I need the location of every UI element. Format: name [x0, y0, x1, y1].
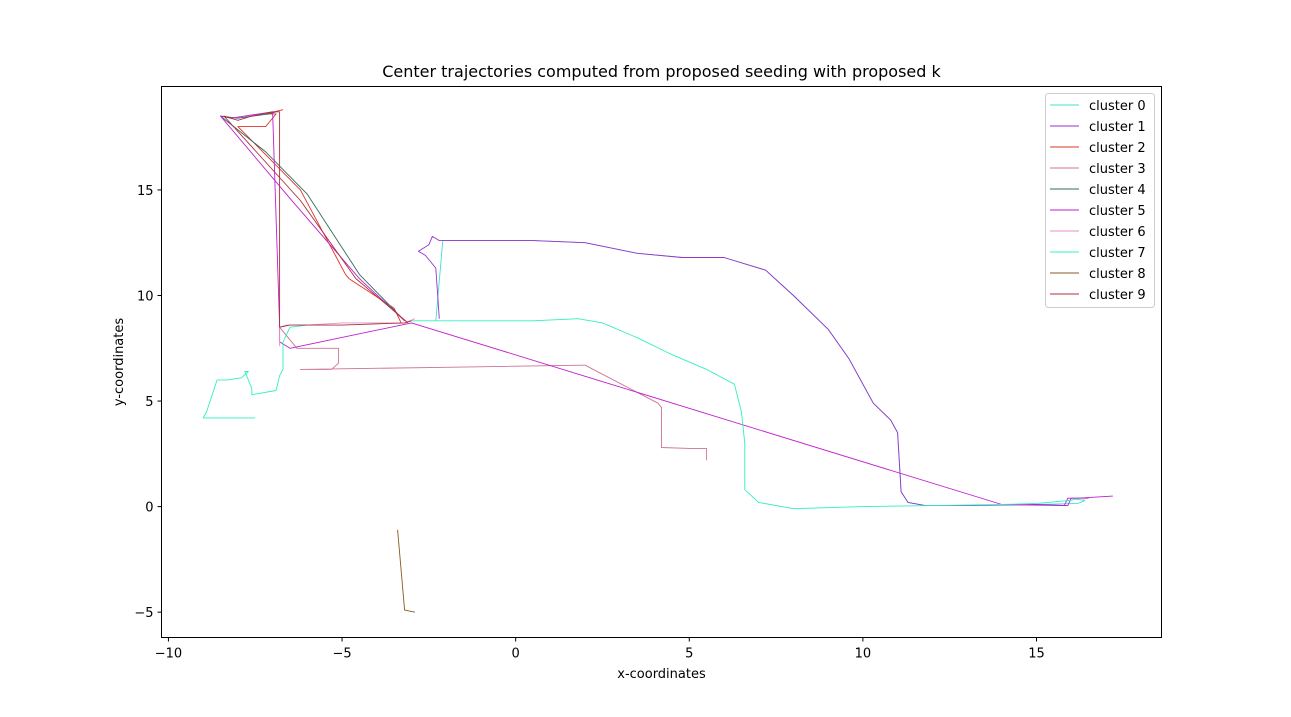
x-tick-label: −5 [332, 647, 351, 662]
plot-frame [161, 86, 1162, 638]
x-tick-label: 15 [1028, 647, 1045, 662]
series-line-0 [435, 240, 1086, 507]
chart-title: Center trajectories computed from propos… [382, 62, 941, 81]
x-tick-label: 0 [512, 647, 520, 662]
legend-label: cluster 8 [1089, 267, 1146, 282]
series-line-5 [220, 111, 1113, 507]
y-tick-label: 10 [137, 290, 154, 305]
legend-label: cluster 1 [1089, 120, 1146, 135]
legend-label: cluster 4 [1089, 183, 1146, 198]
legend-label: cluster 0 [1089, 99, 1146, 114]
series-line-9 [223, 111, 412, 328]
x-axis-label: x-coordinates [617, 667, 706, 682]
plot-lines [202, 109, 1113, 613]
y-axis-label: y-coordinates [112, 318, 127, 406]
series-line-1 [417, 235, 1089, 507]
series-line-7 [202, 318, 1086, 510]
series-line-3 [279, 326, 708, 461]
legend-label: cluster 6 [1089, 225, 1146, 240]
y-axis-ticks: −5 0 5 10 15 [134, 184, 162, 621]
legend-label: cluster 3 [1089, 162, 1146, 177]
y-tick-label: −5 [134, 606, 153, 621]
legend-label: cluster 9 [1089, 288, 1146, 303]
legend-label: cluster 5 [1089, 204, 1146, 219]
series-line-4 [220, 111, 405, 322]
legend-label: cluster 2 [1089, 141, 1146, 156]
series-line-2 [237, 109, 402, 324]
x-tick-label: −10 [155, 647, 182, 662]
y-tick-label: 15 [137, 184, 154, 199]
x-axis-ticks: −10 −5 0 5 10 15 [155, 637, 1045, 662]
legend: cluster 0 cluster 1 cluster 2 cluster 3 clus… [1045, 93, 1155, 308]
legend-label: cluster 7 [1089, 246, 1146, 261]
legend-entries: cluster 0 cluster 1 cluster 2 cluster 3 clus… [1050, 99, 1146, 303]
x-tick-label: 5 [685, 647, 693, 662]
series-line-8 [397, 529, 416, 613]
y-tick-label: 5 [145, 395, 153, 410]
x-tick-label: 10 [855, 647, 872, 662]
y-tick-label: 0 [145, 501, 153, 516]
